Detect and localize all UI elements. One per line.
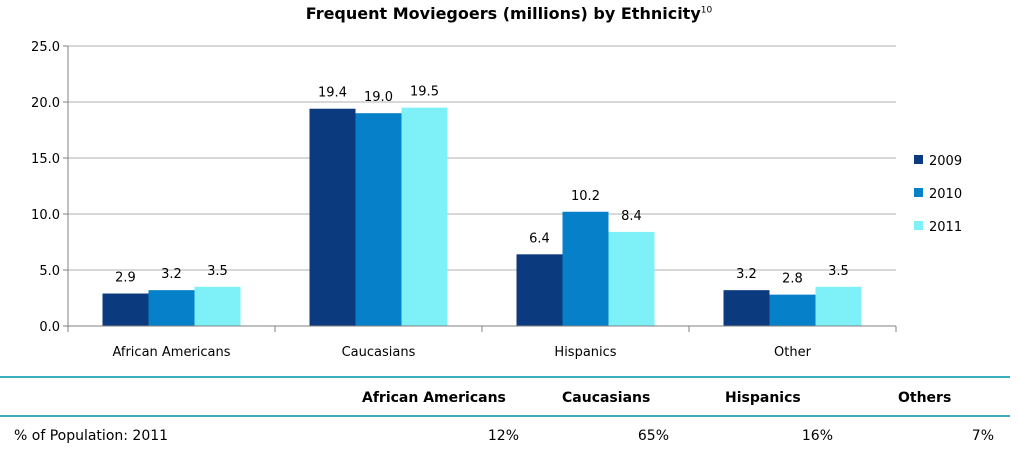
data-label: 19.0 — [364, 90, 393, 105]
data-label: 19.4 — [318, 86, 347, 101]
x-tick-label: Other — [774, 345, 812, 360]
axes: 0.0 5.0 10.0 15.0 20.0 25.0 African Americans C… — [31, 40, 897, 360]
legend-swatch — [914, 155, 923, 164]
y-tick-label: 0.0 — [39, 320, 60, 335]
data-label: 3.2 — [161, 267, 182, 282]
table-header-african-americans: African Americans — [362, 390, 506, 406]
table-row-label: % of Population: 2011 — [14, 428, 169, 444]
bar — [102, 293, 149, 326]
bar — [148, 290, 195, 326]
data-label: 6.4 — [529, 231, 550, 246]
bar — [194, 286, 241, 326]
bar-chart: 2.9 3.2 3.5 19.4 19.0 19.5 6.4 10.2 8.4 3.2 2.8 3.5… — [31, 40, 962, 360]
data-label: 3.5 — [828, 264, 849, 279]
chart-title-text: Frequent Moviegoers (millions) by Ethnic… — [305, 4, 701, 23]
legend-label: 2009 — [929, 154, 962, 169]
bar — [608, 231, 655, 326]
title-footnote: 10 — [700, 5, 713, 16]
data-label: 3.2 — [736, 267, 757, 282]
data-label: 19.5 — [410, 85, 439, 100]
legend-label: 2010 — [929, 187, 962, 202]
data-label: 10.2 — [571, 189, 600, 204]
bar — [723, 290, 770, 326]
bar — [401, 107, 448, 326]
bar — [309, 108, 356, 326]
table-value-hispanics: 16% — [801, 428, 833, 444]
data-label: 3.5 — [207, 264, 228, 279]
table-mid-rule — [0, 415, 1010, 417]
data-label: 2.8 — [782, 272, 803, 287]
table-header-hispanics: Hispanics — [725, 390, 801, 406]
x-tick-label: African Americans — [112, 345, 230, 360]
table-header-others: Others — [898, 390, 952, 406]
y-tick-label: 20.0 — [31, 96, 60, 111]
y-tick-label: 15.0 — [31, 152, 60, 167]
y-tick-label: 25.0 — [31, 40, 60, 55]
data-label: 8.4 — [621, 209, 642, 224]
table-value-others: 7% — [971, 428, 994, 444]
table-header-caucasians: Caucasians — [562, 390, 651, 406]
y-tick-label: 10.0 — [31, 208, 60, 223]
bars — [102, 107, 862, 326]
x-tick-label: Caucasians — [342, 345, 416, 360]
x-tick-label: Hispanics — [554, 345, 616, 360]
grid-lines — [68, 45, 896, 271]
y-tick-label: 5.0 — [39, 264, 60, 279]
legend-swatch — [914, 188, 923, 197]
bar — [769, 294, 816, 326]
bar — [516, 254, 563, 326]
data-labels: 2.9 3.2 3.5 19.4 19.0 19.5 6.4 10.2 8.4 3.2 2.8 3.5 — [115, 85, 849, 287]
table-value-caucasians: 65% — [637, 428, 669, 444]
table-top-rule — [0, 376, 1010, 378]
bar — [815, 286, 862, 326]
legend: 2009 2010 2011 — [914, 154, 962, 235]
legend-label: 2011 — [929, 220, 962, 235]
bar — [562, 211, 609, 326]
bar — [355, 113, 402, 326]
data-label: 2.9 — [115, 271, 136, 286]
table-value-african-americans: 12% — [487, 428, 519, 444]
chart-title: Frequent Moviegoers (millions) by Ethnic… — [0, 4, 1018, 23]
legend-swatch — [914, 221, 923, 230]
